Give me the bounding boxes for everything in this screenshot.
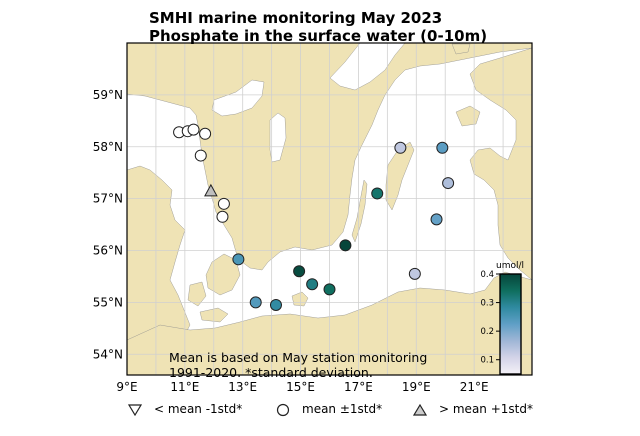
station-marker (371, 187, 384, 200)
lon-tick-labels: 9°E 11°E 13°E 15°E 17°E 19°E 21°E (116, 380, 488, 394)
triangle-up-icon (413, 403, 427, 416)
colorbar-gradient (499, 273, 522, 375)
legend-item-above: > mean +1std* (413, 402, 533, 416)
station-marker (394, 141, 407, 154)
note-line-1: Mean is based on May station monitoring (169, 350, 427, 365)
colorbar-tick-label: 0.3 (480, 299, 494, 309)
station-marker (269, 298, 282, 311)
lon-tick-label: 17°E (344, 380, 373, 394)
lat-tick-label: 55°N (93, 295, 123, 309)
colorbar: umol/l 0.1 0.2 0.3 0.4 (480, 261, 524, 375)
station-marker (408, 267, 421, 280)
station-marker-above (204, 183, 218, 197)
lat-tick-label: 56°N (93, 244, 123, 258)
lat-tick-label: 58°N (93, 140, 123, 154)
station-marker (187, 123, 200, 136)
station-marker (194, 149, 207, 162)
lon-tick-label: 13°E (228, 380, 257, 394)
land-funen (187, 281, 207, 307)
station-marker (293, 265, 306, 278)
lon-tick-label: 19°E (402, 380, 431, 394)
land-aland (451, 43, 471, 55)
station-marker (306, 278, 319, 291)
lon-tick-label: 21°E (460, 380, 489, 394)
station-marker (199, 127, 212, 140)
station-marker (232, 253, 245, 266)
lon-tick-label: 11°E (170, 380, 199, 394)
legend-label-mean: mean ±1std* (302, 402, 383, 416)
lat-tick-label: 59°N (93, 88, 123, 102)
lat-tick-label: 57°N (93, 192, 123, 206)
lake-vattern (269, 112, 287, 163)
station-marker (323, 283, 336, 296)
lake-vanern (211, 79, 265, 117)
legend-label-below: < mean -1std* (154, 402, 243, 416)
colorbar-tick-label: 0.4 (480, 270, 494, 280)
colorbar-unit: umol/l (496, 261, 524, 271)
note-line-2: 1991-2020. *standard deviation. (169, 365, 373, 380)
title-line-1: SMHI marine monitoring May 2023 (149, 9, 443, 27)
map-frame (126, 42, 533, 376)
legend-item-mean: mean ±1std* (276, 402, 382, 417)
land-baltic-states (469, 47, 532, 281)
station-marker (430, 213, 443, 226)
lon-tick-label: 9°E (116, 380, 137, 394)
triangle-down-icon (128, 403, 142, 416)
land-zealand (205, 253, 241, 296)
station-marker (217, 197, 230, 210)
legend-label-above: > mean +1std* (439, 402, 533, 416)
circle-icon (276, 403, 290, 416)
station-markers (173, 123, 455, 311)
colorbar-tick-label: 0.1 (480, 356, 494, 366)
lat-tick-labels: 54°N 55°N 56°N 57°N 58°N 59°N (93, 88, 123, 361)
station-marker (216, 210, 229, 223)
station-marker (442, 177, 455, 190)
graticule (127, 43, 532, 375)
land-gotland (385, 141, 415, 211)
colorbar-ticks: 0.1 0.2 0.3 0.4 (480, 270, 500, 366)
legend-item-below: < mean -1std* (128, 402, 242, 416)
lon-tick-label: 15°E (286, 380, 315, 394)
lat-tick-label: 54°N (93, 347, 123, 361)
title-line-2: Phosphate in the surface water (0-10m) (149, 27, 488, 45)
station-marker (339, 239, 352, 252)
station-marker (249, 296, 262, 309)
colorbar-tick-label: 0.2 (480, 327, 494, 337)
station-marker (436, 141, 449, 154)
